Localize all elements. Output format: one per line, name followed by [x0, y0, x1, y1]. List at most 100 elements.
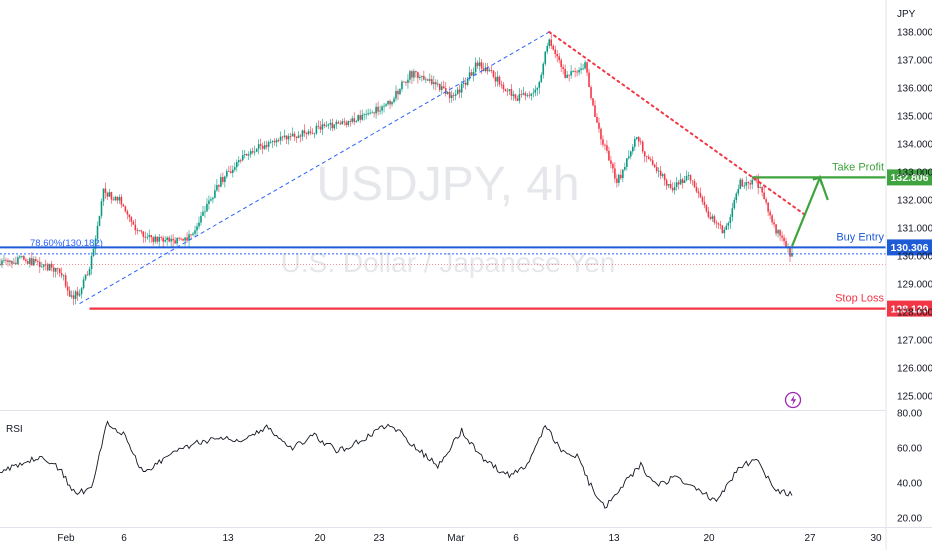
- candle-body: [184, 237, 186, 241]
- candle-body: [315, 125, 318, 134]
- candle-body: [226, 171, 228, 177]
- candle-body: [661, 174, 664, 176]
- candle-body: [526, 95, 529, 97]
- candle-body: [275, 139, 278, 143]
- candle-body: [94, 238, 97, 249]
- candle-body: [633, 138, 636, 147]
- candle-body: [333, 124, 336, 129]
- candle-body: [303, 130, 306, 134]
- price-tick-label: 129.000: [897, 280, 932, 291]
- candle-body: [3, 259, 5, 261]
- candle-body: [594, 105, 596, 117]
- candle-body: [341, 121, 344, 125]
- candle-body: [251, 151, 254, 153]
- candle-body: [669, 184, 672, 189]
- candle-body: [435, 82, 437, 85]
- candle-body: [397, 90, 399, 95]
- candle-body: [651, 160, 654, 165]
- price-tick-label: 135.000: [897, 112, 932, 123]
- candle-body: [657, 170, 660, 172]
- watermark-description: U.S. Dollar / Japanese Yen: [281, 247, 616, 278]
- price-tick-label: 138.000: [897, 28, 932, 39]
- candle-body: [31, 258, 33, 266]
- candle-body: [727, 222, 730, 226]
- candle-body: [556, 54, 558, 57]
- candle-body: [691, 180, 694, 182]
- candle-body: [347, 121, 350, 126]
- candle-body: [427, 79, 429, 81]
- candle-body: [120, 197, 123, 205]
- candle-body: [377, 106, 379, 112]
- candle-body: [433, 82, 435, 85]
- candle-body: [522, 93, 525, 95]
- candle-body: [19, 256, 21, 258]
- candle-body: [687, 175, 690, 176]
- candle-body: [512, 94, 515, 96]
- candle-body: [562, 67, 564, 70]
- candle-body: [371, 112, 373, 114]
- candle-body: [40, 266, 43, 268]
- candle-body: [536, 87, 539, 90]
- candle-body: [492, 70, 495, 77]
- time-tick-label: Mar: [447, 533, 465, 544]
- candle-body: [307, 131, 310, 135]
- candle-body: [413, 71, 415, 78]
- candle-body: [779, 230, 781, 236]
- candle-body: [317, 125, 320, 127]
- candle-body: [82, 279, 85, 289]
- candle-body: [488, 70, 491, 72]
- candle-body: [767, 202, 769, 212]
- candle-body: [50, 263, 53, 268]
- candle-body: [532, 92, 535, 94]
- candle-body: [683, 180, 686, 184]
- lightning-icon[interactable]: [784, 391, 802, 409]
- candle-body: [369, 112, 371, 114]
- level-price-box: [887, 239, 932, 256]
- candle-body: [114, 196, 117, 201]
- price-axis[interactable]: 138.000 137.000 136.000 135.000 134.000 133.0…: [897, 28, 932, 403]
- candle-body: [188, 234, 190, 241]
- candle-body: [737, 188, 740, 194]
- candle-body: [739, 179, 742, 189]
- candle-body: [178, 237, 180, 239]
- candle-body: [168, 237, 170, 242]
- candle-body: [13, 262, 15, 264]
- candle-body: [602, 139, 604, 145]
- candle-body: [138, 230, 141, 232]
- candle-body: [170, 238, 172, 242]
- candle-body: [387, 100, 389, 105]
- candle-body: [574, 71, 576, 72]
- candle-body: [478, 62, 481, 66]
- candle-body: [496, 76, 499, 82]
- candle-body: [351, 118, 354, 122]
- candle-body: [618, 174, 620, 183]
- candle-body: [236, 162, 238, 168]
- candle-body: [586, 62, 588, 73]
- rsi-title: RSI: [6, 424, 23, 435]
- candle-body: [616, 178, 618, 183]
- candle-body: [743, 185, 746, 187]
- time-axis[interactable]: Feb 6 13 20 23 Mar 6 13 20 27 30: [57, 533, 882, 544]
- candle-body: [626, 158, 628, 167]
- candle-body: [301, 130, 304, 137]
- candle-body: [440, 86, 443, 90]
- candle-body: [54, 267, 57, 272]
- candle-body: [74, 291, 77, 299]
- candle-body: [578, 70, 580, 73]
- candle-body: [761, 187, 763, 193]
- candle-body: [263, 145, 266, 149]
- downtrend-line: [548, 31, 805, 215]
- candle-body: [751, 179, 753, 185]
- candle-body: [655, 167, 658, 172]
- candle-body: [490, 70, 493, 71]
- candle-body: [598, 122, 600, 129]
- price-tick-label: 137.000: [897, 56, 932, 67]
- candle-body: [58, 268, 61, 274]
- rsi-layer: [0, 420, 793, 509]
- candle-body: [160, 236, 162, 238]
- candle-body: [554, 49, 556, 55]
- candle-body: [476, 62, 479, 66]
- price-tick-label: 133.000: [897, 168, 932, 179]
- candle-body: [174, 240, 176, 244]
- rsi-line: [0, 420, 793, 509]
